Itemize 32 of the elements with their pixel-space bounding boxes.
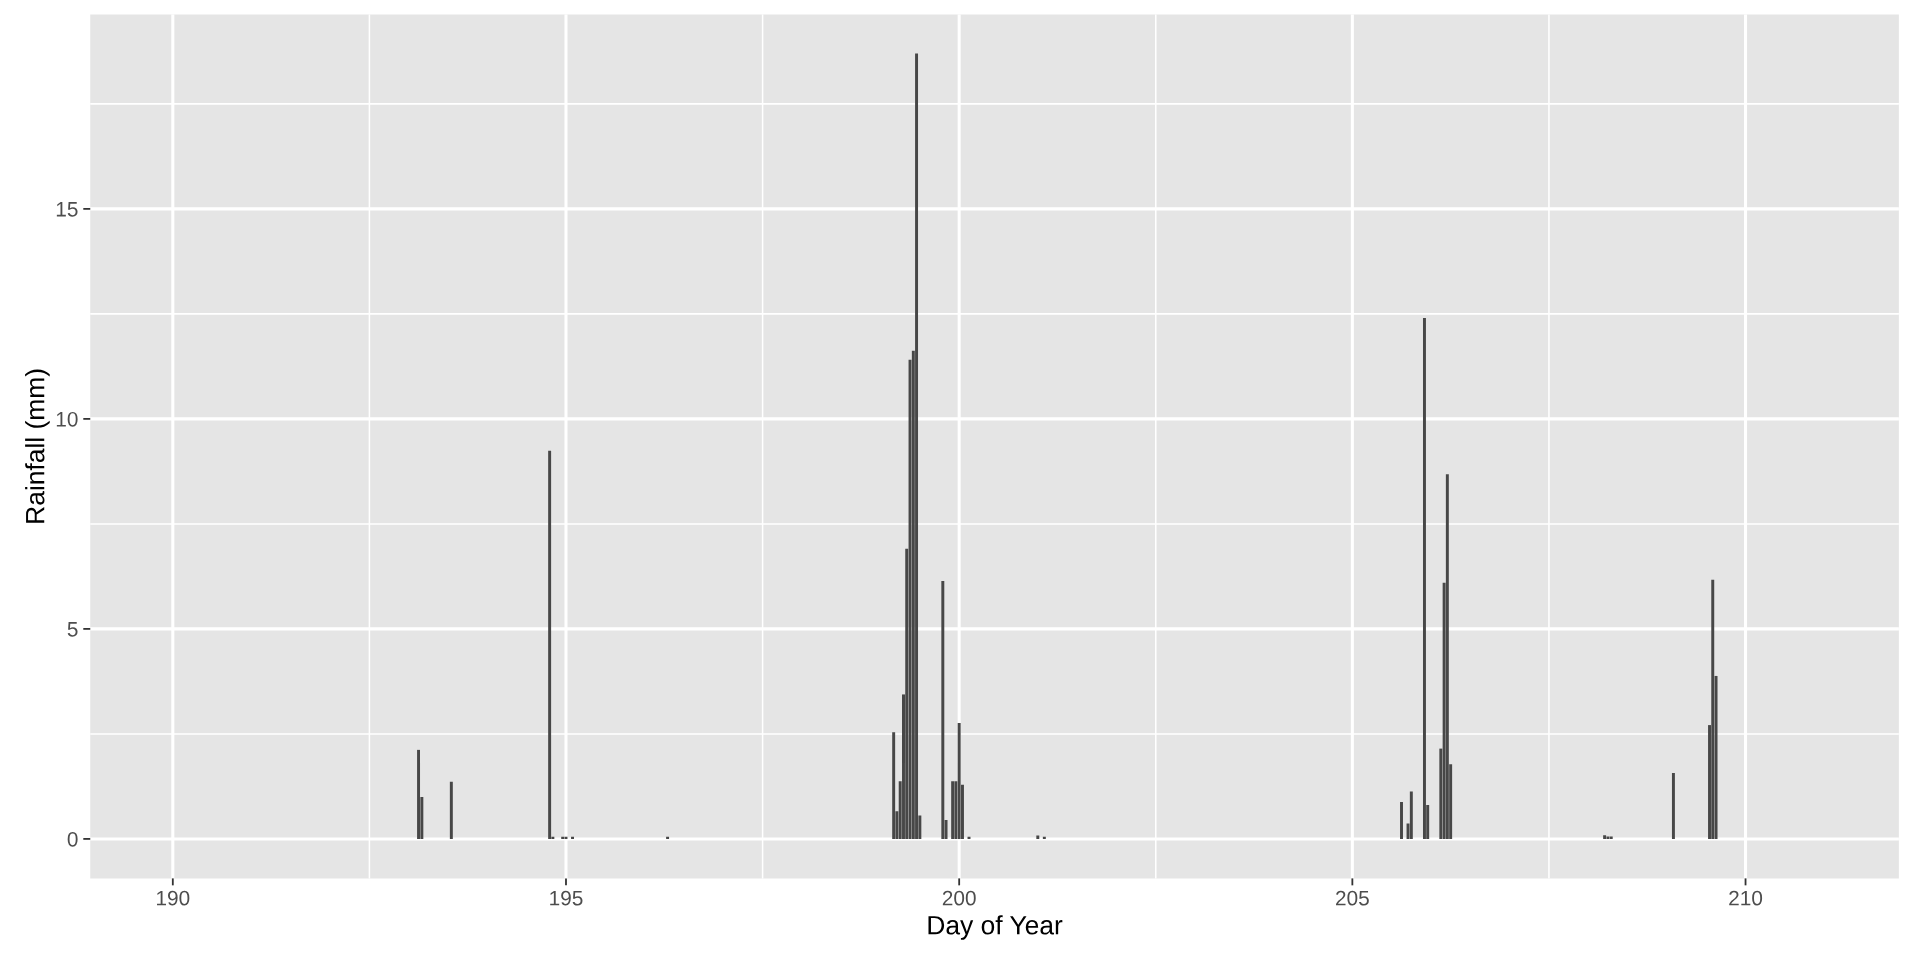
x-axis-title: Day of Year [928, 915, 1063, 940]
bar [1606, 836, 1610, 839]
bar [1400, 801, 1403, 839]
x-tick-label: 210 [1729, 890, 1763, 906]
x-tick-label: 200 [942, 890, 976, 906]
bar [957, 722, 961, 839]
y-tick-label: 15 [56, 202, 78, 217]
bar [915, 53, 919, 839]
bar [1422, 318, 1426, 839]
bar [892, 732, 896, 839]
bar [1603, 835, 1607, 839]
bar [1609, 836, 1613, 839]
bar [1671, 772, 1675, 839]
bar [548, 450, 552, 839]
bar [571, 836, 574, 839]
bar [1409, 791, 1413, 839]
bar [1445, 474, 1449, 839]
bar [417, 749, 421, 839]
bar [951, 781, 955, 839]
bar [1036, 835, 1040, 839]
x-tick-label: 190 [157, 890, 190, 906]
y-tick-label: 0 [67, 831, 78, 847]
bar [1042, 836, 1046, 839]
x-tick-label: 195 [550, 890, 583, 906]
y-tick-label: 10 [56, 411, 78, 427]
y-tick-label: 5 [67, 622, 78, 637]
y-axis-title: Rainfall (mm) [25, 369, 50, 523]
bar [666, 836, 670, 839]
bar [941, 581, 945, 839]
x-tick-label: 205 [1336, 890, 1369, 906]
bar [1711, 579, 1715, 839]
bar [449, 781, 453, 839]
